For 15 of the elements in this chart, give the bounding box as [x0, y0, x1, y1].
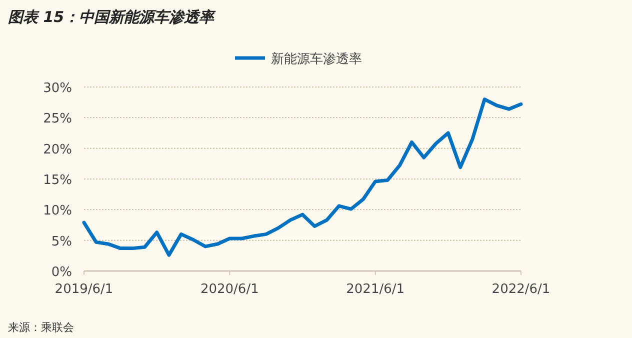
- line-series: [82, 98, 523, 257]
- y-tick-label: 10%: [43, 204, 72, 219]
- chart-title: 图表 15：中国新能源车渗透率: [8, 8, 216, 26]
- legend-label: 新能源车渗透率: [271, 51, 362, 67]
- x-tick-label: 2022/6/1: [492, 282, 550, 297]
- y-tick-label: 20%: [43, 142, 72, 158]
- y-tick-label: 0%: [51, 265, 72, 280]
- y-tick-label: 25%: [43, 112, 72, 127]
- x-tick-label: 2021/6/1: [346, 282, 405, 297]
- y-tick-label: 15%: [43, 173, 72, 188]
- source-note: 来源：乘联会: [8, 321, 74, 334]
- y-tick-label: 5%: [51, 234, 72, 250]
- y-tick-label: 30%: [43, 81, 72, 96]
- x-tick-label: 2020/6/1: [200, 282, 259, 297]
- x-tick-label: 2019/6/1: [54, 282, 114, 297]
